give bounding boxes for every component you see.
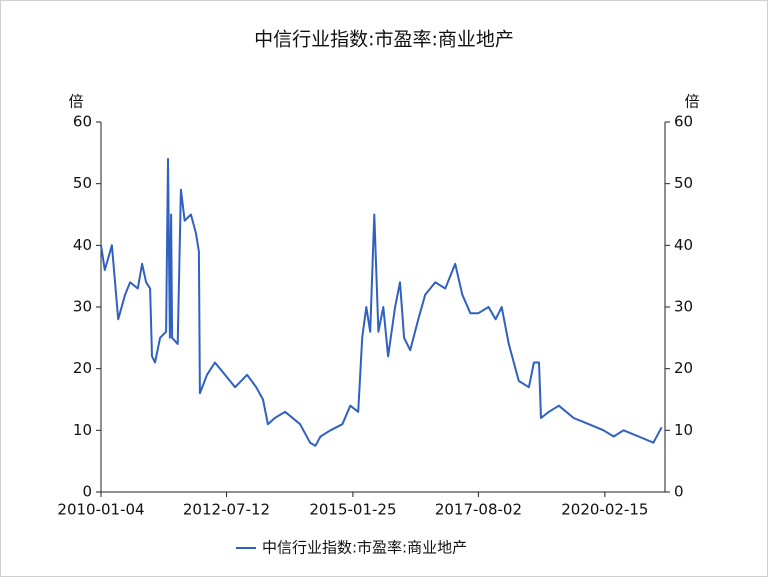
x-tick-label: 2015-01-25 [309, 501, 396, 519]
y2-tick-label: 60 [674, 113, 693, 131]
y2-tick-label: 30 [674, 298, 693, 316]
y2-tick-label: 20 [674, 359, 693, 377]
x-tick-label: 2017-08-02 [435, 501, 522, 519]
x-tick-label: 2012-07-12 [183, 501, 270, 519]
y2-axis-label: 倍 [684, 93, 699, 111]
y2-tick-label: 0 [674, 483, 684, 501]
y-tick-label: 60 [73, 113, 92, 131]
chart-title: 中信行业指数:市盈率:商业地产 [254, 29, 514, 51]
y-tick-label: 0 [82, 483, 92, 501]
y-tick-label: 50 [73, 174, 92, 192]
y2-tick-label: 50 [674, 174, 693, 192]
y-tick-label: 10 [73, 421, 92, 439]
y2-tick-label: 40 [674, 236, 693, 254]
y-tick-label: 30 [73, 298, 92, 316]
y-tick-label: 20 [73, 359, 92, 377]
y-axis-label: 倍 [68, 93, 83, 111]
y-tick-label: 40 [73, 236, 92, 254]
y2-tick-label: 10 [674, 421, 693, 439]
series-line [100, 158, 663, 447]
x-tick-label: 2020-02-15 [561, 501, 648, 519]
x-tick-label: 2010-01-04 [57, 501, 144, 519]
legend-label: 中信行业指数:市盈率:商业地产 [262, 539, 467, 557]
